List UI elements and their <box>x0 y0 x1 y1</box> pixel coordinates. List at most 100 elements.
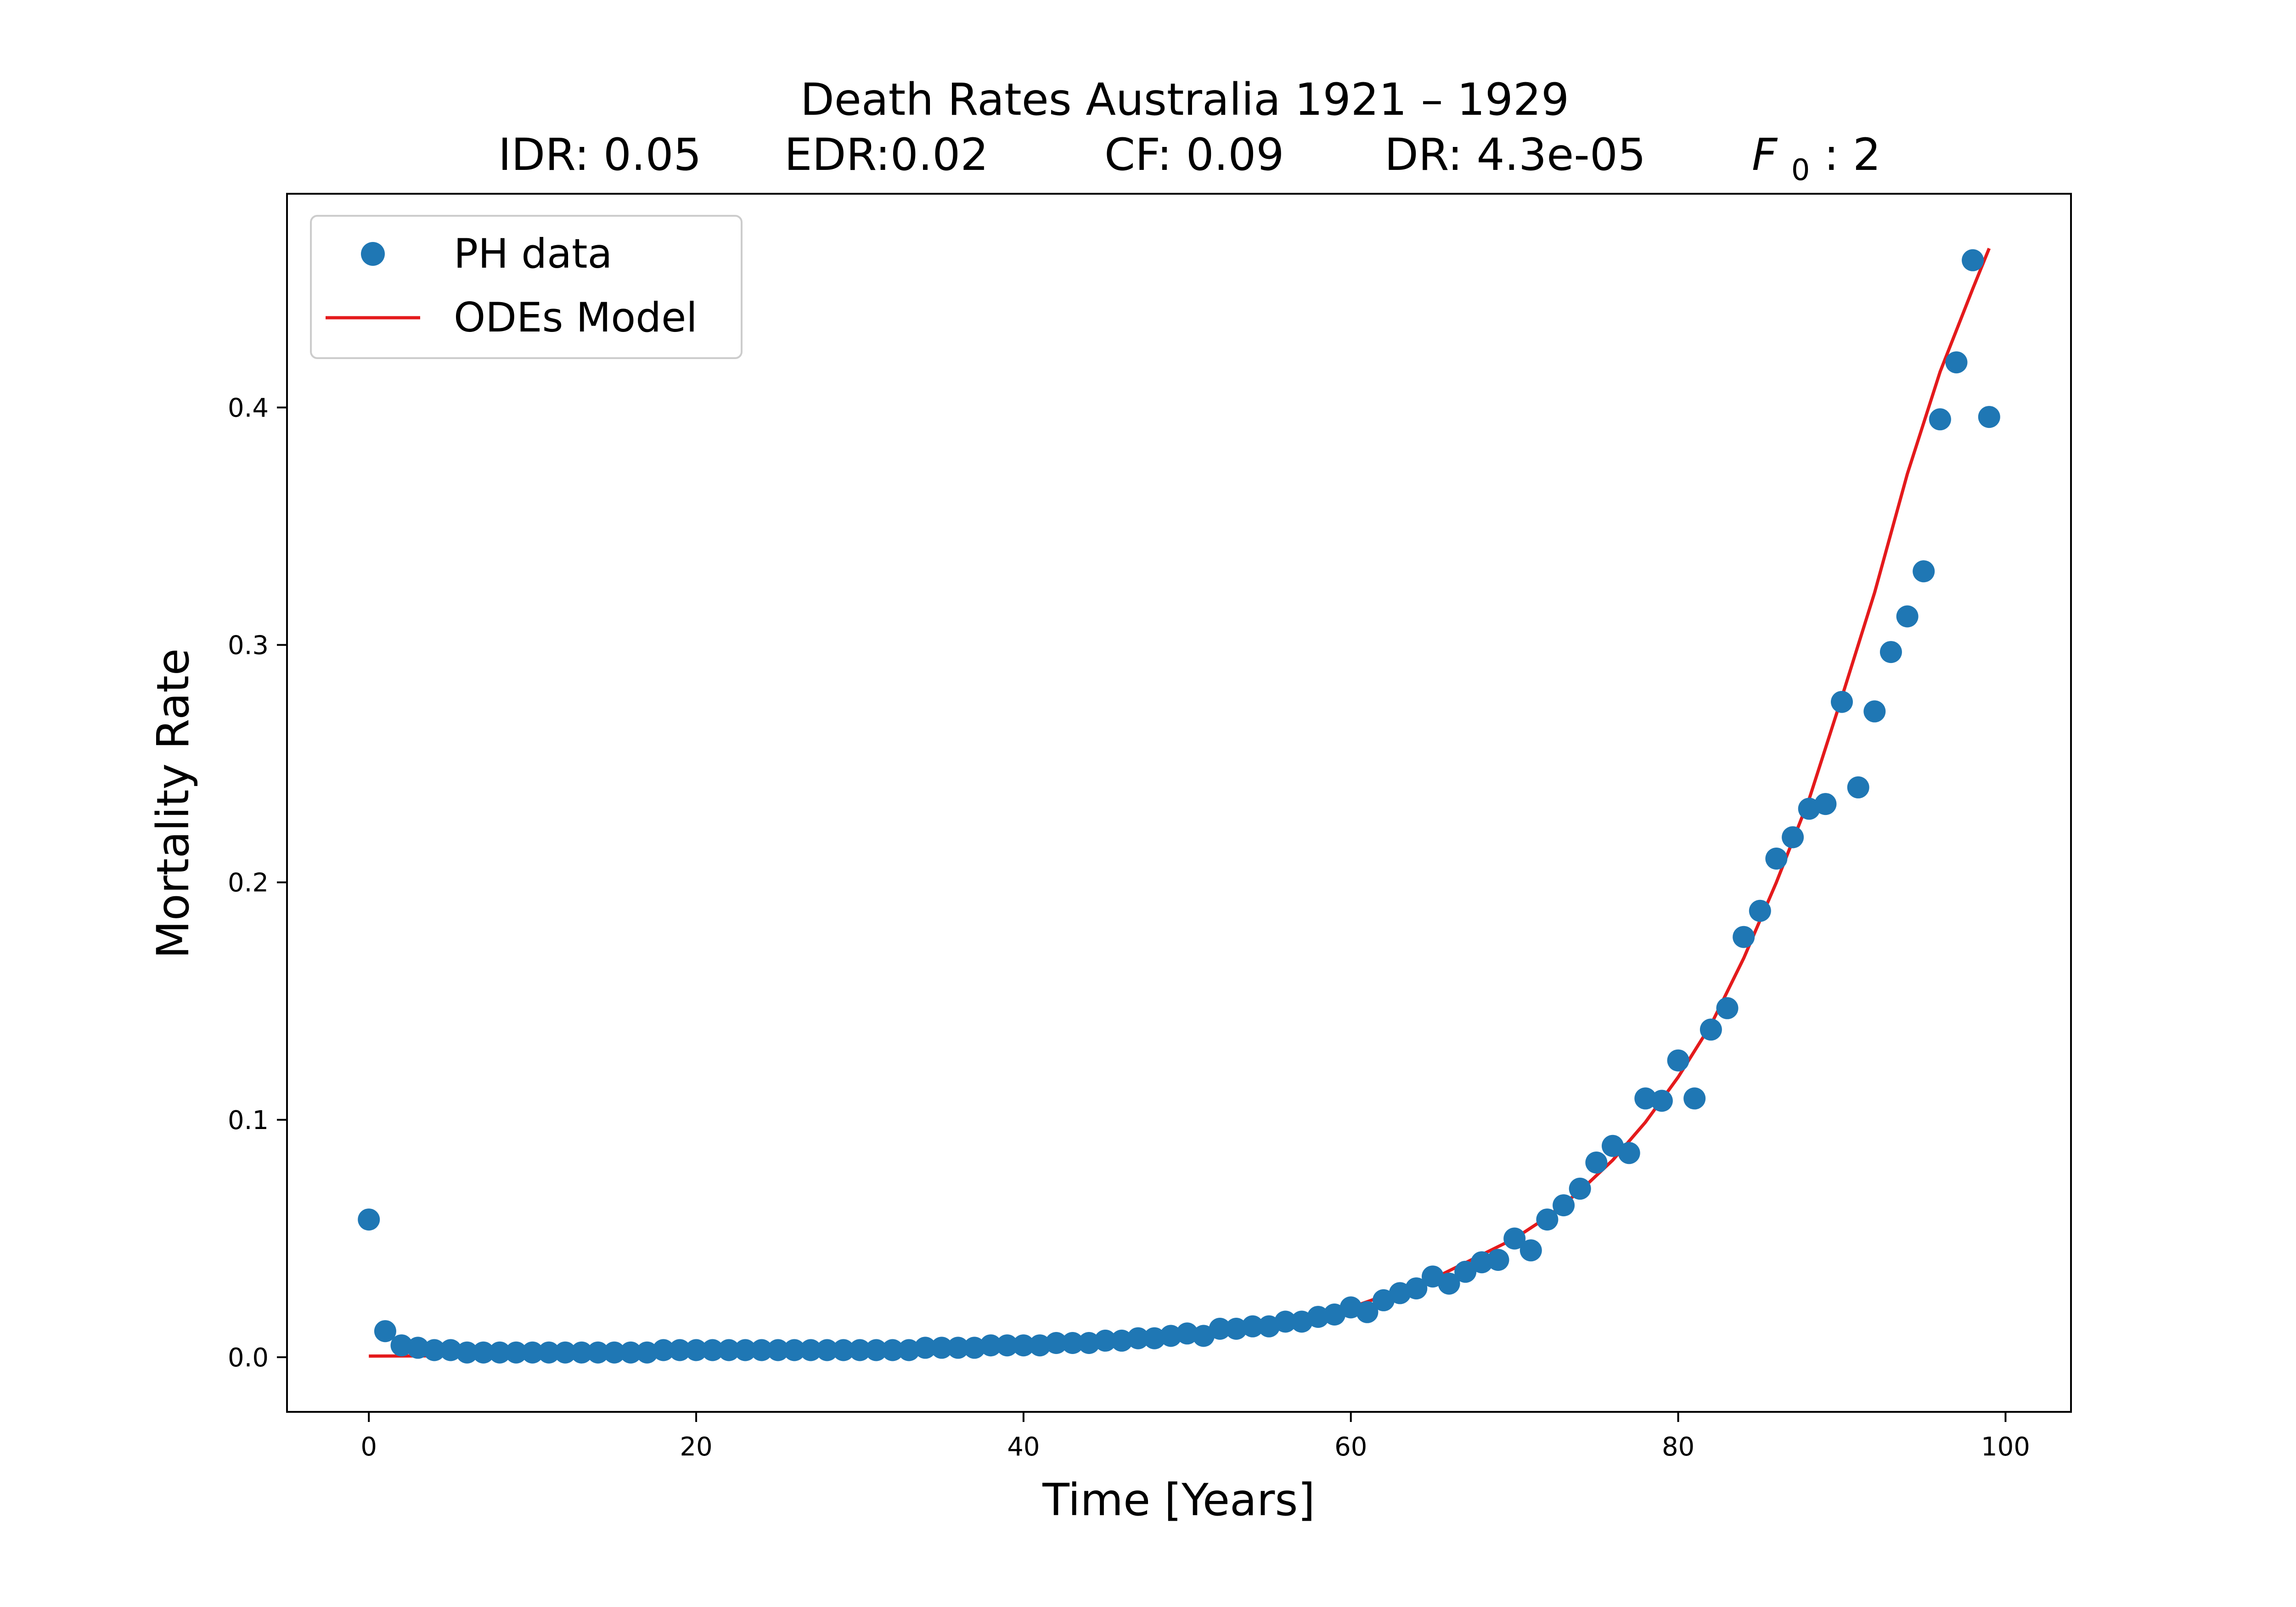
legend: PH data ODEs Model <box>310 215 743 359</box>
legend-label-ph-data: PH data <box>454 230 612 277</box>
data-point <box>374 1320 396 1343</box>
subtitle-idr: IDR: 0.05 <box>498 129 702 180</box>
x-tick-label: 20 <box>680 1432 712 1462</box>
data-point <box>407 1337 429 1359</box>
data-point <box>1127 1327 1149 1349</box>
legend-box <box>310 215 743 359</box>
data-point <box>881 1339 904 1361</box>
data-point <box>963 1337 985 1359</box>
x-tick-label: 40 <box>1007 1432 1040 1462</box>
data-point <box>652 1339 675 1361</box>
y-axis-label: Mortality Rate <box>147 648 199 959</box>
data-point <box>1061 1332 1084 1354</box>
data-point <box>1650 1090 1673 1112</box>
subtitle-f-symbol: F <box>1752 129 1778 180</box>
legend-marker-ph-data <box>361 242 385 266</box>
data-point <box>1470 1251 1493 1274</box>
data-point <box>767 1339 789 1361</box>
data-point <box>538 1341 560 1364</box>
data-point <box>358 1208 380 1231</box>
data-point <box>930 1337 953 1359</box>
data-point <box>1519 1239 1542 1262</box>
data-point <box>1454 1260 1477 1283</box>
data-point <box>1241 1315 1264 1337</box>
data-point <box>587 1341 609 1364</box>
plot-frame <box>286 193 2072 1413</box>
data-point <box>1978 406 2000 428</box>
data-point <box>898 1339 920 1361</box>
x-tick-label: 80 <box>1662 1432 1694 1462</box>
data-point <box>734 1339 756 1361</box>
data-point <box>783 1339 805 1361</box>
data-points-layer <box>358 249 2000 1364</box>
y-tick-label: 0.2 <box>228 868 269 898</box>
data-point <box>1176 1322 1199 1345</box>
data-point <box>1012 1334 1035 1357</box>
data-point <box>996 1334 1019 1357</box>
data-point <box>1585 1152 1608 1174</box>
data-point <box>1110 1329 1133 1352</box>
y-tick-label: 0.4 <box>228 393 269 423</box>
y-tick-label: 0.3 <box>228 631 269 661</box>
data-point <box>603 1341 625 1364</box>
y-tick-label: 0.0 <box>228 1343 269 1373</box>
data-point <box>1618 1142 1640 1164</box>
data-point <box>554 1341 576 1364</box>
data-point <box>1143 1327 1165 1349</box>
data-point <box>1814 793 1837 815</box>
data-point <box>750 1339 773 1361</box>
y-tick-label: 0.1 <box>228 1106 269 1135</box>
chart-subtitle: IDR: 0.05 EDR:0.02 CF: 0.09 DR: 4.3e-05 … <box>498 129 1881 191</box>
data-point <box>1847 776 1869 798</box>
data-point <box>439 1339 462 1361</box>
data-point <box>1749 899 1771 922</box>
data-point <box>669 1339 691 1361</box>
data-point <box>1699 1018 1722 1041</box>
chart-title: Death Rates Australia 1921 – 1929 <box>800 74 1569 125</box>
data-point <box>849 1339 871 1361</box>
data-point <box>1863 700 1886 723</box>
data-point <box>1356 1301 1379 1323</box>
data-point <box>1536 1208 1559 1231</box>
data-point <box>832 1339 855 1361</box>
data-point <box>979 1334 1002 1357</box>
data-point <box>390 1334 413 1357</box>
data-point <box>1094 1329 1117 1352</box>
data-point <box>1045 1332 1068 1354</box>
data-point <box>1307 1306 1329 1328</box>
data-point <box>636 1341 658 1364</box>
data-point <box>914 1337 936 1359</box>
data-point <box>1765 848 1788 870</box>
x-tick-label: 100 <box>1981 1432 2030 1462</box>
subtitle-cf: CF: 0.09 <box>1104 129 1284 180</box>
data-point <box>1274 1310 1297 1333</box>
data-point <box>1634 1087 1657 1110</box>
subtitle-f-subscript: 0 <box>1791 153 1810 187</box>
data-point <box>799 1339 822 1361</box>
data-point <box>1569 1177 1591 1200</box>
data-point <box>1029 1334 1051 1357</box>
data-point <box>570 1341 593 1364</box>
data-point <box>701 1339 724 1361</box>
data-point <box>1896 605 1919 628</box>
data-point <box>1553 1194 1575 1217</box>
data-point <box>1831 691 1853 713</box>
data-point <box>472 1341 495 1364</box>
data-point <box>1929 408 1951 431</box>
data-point <box>1405 1277 1428 1300</box>
data-point <box>816 1339 838 1361</box>
data-point <box>718 1339 740 1361</box>
data-point <box>1683 1087 1706 1110</box>
x-tick-label: 60 <box>1334 1432 1367 1462</box>
data-point <box>1487 1249 1509 1271</box>
data-point <box>1159 1325 1182 1347</box>
data-point <box>1438 1272 1460 1295</box>
data-point <box>521 1341 544 1364</box>
data-point <box>1716 997 1739 1019</box>
x-axis-label: Time [Years] <box>1042 1474 1315 1526</box>
data-point <box>1667 1049 1689 1072</box>
subtitle-f-value: : 2 <box>1824 129 1881 180</box>
axis-ticks: 0 20 40 60 80 100 0.0 0.1 0.2 0.3 0.4 <box>228 393 2030 1462</box>
data-point <box>505 1341 527 1364</box>
